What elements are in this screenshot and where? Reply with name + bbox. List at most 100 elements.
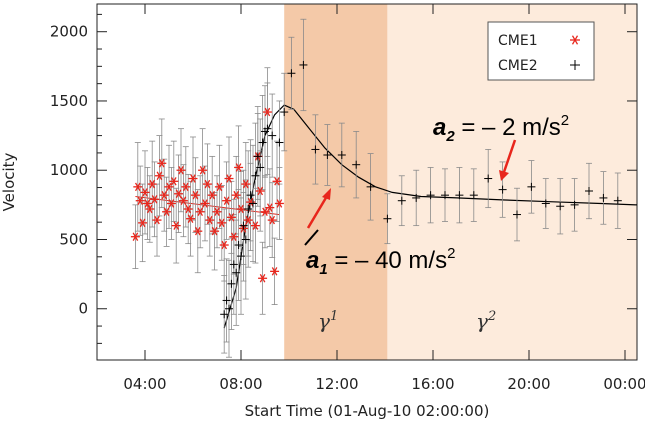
cme2-point [225,304,233,313]
cme1-point [142,199,152,208]
svg-text:a1 = – 40 m/s2: a1 = – 40 m/s2 [306,245,455,278]
cme2-point [234,241,243,250]
cme1-point [164,182,174,192]
cme1-point [236,204,246,214]
x-tick-label: 00:00 [603,375,645,393]
cme1-point [147,179,157,189]
cme2-point [244,205,253,214]
y-tick-label: 1000 [50,161,88,179]
cme2-point [249,199,257,208]
cme2-point [613,196,622,205]
annotation-a1: a1 = – 40 m/s2 [304,229,455,278]
cme1-point [274,199,284,208]
cme1-point [193,226,203,236]
cme1-point [205,215,215,225]
cme2-point [232,268,241,277]
cme1-point [162,207,172,217]
cme1-point [262,107,272,117]
cme2-point [229,260,238,269]
region-label-gamma1: γ1 [318,309,338,333]
cme1-point [176,165,186,175]
cme1-point [157,159,167,168]
tick-labels: 04:00 08:00 12:00 16:00 20:00 00:00 0 500 1000 15… [50,23,645,393]
data-markers [130,60,622,319]
cme1-point [200,199,210,208]
y-axis-title: Velocity [0,152,18,211]
y-tick-label: 1500 [50,92,88,110]
cme2-point [585,187,593,196]
cme2-point [455,191,464,200]
arrow-a1 [306,188,331,229]
cme2-point [241,235,250,244]
cme1-point [270,267,280,276]
legend-plus [570,60,580,70]
cme1-point [178,196,188,205]
legend-marker-cme2 [570,60,580,70]
cme2-point [253,152,262,161]
cme1-point [190,190,200,200]
cme1-point [222,196,232,205]
cme1-point [258,274,268,283]
cme2-point [337,150,346,159]
cme1-point [195,207,205,217]
cme2-point [498,185,507,194]
cme1-point [224,174,234,183]
cme2-point [280,108,289,117]
cme1-point [217,218,227,228]
cme1-point [231,190,241,200]
cme2-point [383,214,392,223]
cme2-point [263,124,272,133]
cme1-point [181,182,191,192]
x-tick-label: 04:00 [123,375,166,393]
cme1-point [133,182,143,192]
cme2-point [441,191,449,200]
cme1-point [243,215,253,225]
cme2-point [237,252,245,261]
cme1-point [145,204,155,214]
cme2-point [299,60,308,69]
cme1-point [130,232,140,241]
cme1-point [135,196,145,205]
cme2-point [227,279,236,288]
cme1-point [241,179,251,189]
cme1-point [255,186,265,196]
cme1-point [219,240,229,250]
legend-marker-cme1 [570,35,580,45]
cme2-point [527,182,536,191]
cme2-point [352,160,361,169]
svg-text:a2 = – 2 m/s2: a2 = – 2 m/s2 [433,112,569,145]
cme1-point [174,189,184,199]
cme1-point [234,163,244,172]
cme2-point [275,138,284,147]
cme2-point [311,145,320,154]
cme2-point [251,171,260,180]
cme2-point [246,191,255,200]
legend-label-cme2: CME2 [498,58,538,74]
region-1 [284,4,388,360]
fit-line-2 [223,104,638,329]
cme2-point [239,221,248,230]
cme1-point [229,232,239,241]
cme2-point [513,210,521,219]
cme1-point [188,174,198,183]
cme2-point [256,163,265,172]
plot-frame [96,3,638,361]
cme2-point [323,150,332,159]
annotation-a1-bar [304,229,319,246]
svg-text:γ1: γ1 [318,309,338,333]
x-axis-title: Start Time (01-Aug-10 02:00:00) [245,402,490,420]
x-tick-label: 08:00 [219,375,262,393]
cme1-point [159,190,169,200]
cme2-point [541,199,550,208]
cme2-point [469,191,478,200]
cme2-point [287,69,296,78]
cme1-point [138,218,148,228]
cme1-point [207,190,217,200]
x-tick-label: 12:00 [315,375,358,393]
cme1-point [272,177,282,186]
cme2-point [570,200,579,209]
x-tick-label: 16:00 [411,375,454,393]
arrow-a2 [499,139,517,181]
cme1-point [267,215,277,225]
